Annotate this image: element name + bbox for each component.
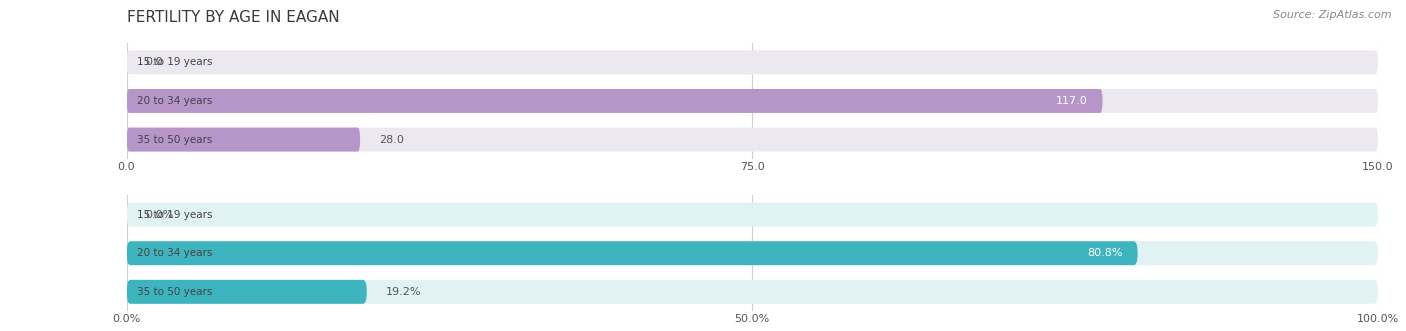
Text: 28.0: 28.0: [378, 135, 404, 145]
Text: Source: ZipAtlas.com: Source: ZipAtlas.com: [1274, 10, 1392, 20]
Text: 117.0: 117.0: [1056, 96, 1088, 106]
FancyBboxPatch shape: [127, 280, 367, 304]
FancyBboxPatch shape: [127, 89, 1102, 113]
Text: 20 to 34 years: 20 to 34 years: [136, 96, 212, 106]
Text: 35 to 50 years: 35 to 50 years: [136, 135, 212, 145]
Text: 15 to 19 years: 15 to 19 years: [136, 57, 212, 67]
FancyBboxPatch shape: [127, 241, 1137, 265]
FancyBboxPatch shape: [127, 50, 1378, 74]
FancyBboxPatch shape: [127, 128, 1378, 152]
FancyBboxPatch shape: [127, 241, 1378, 265]
Text: 35 to 50 years: 35 to 50 years: [136, 287, 212, 297]
Text: 20 to 34 years: 20 to 34 years: [136, 248, 212, 258]
Text: 0.0%: 0.0%: [145, 210, 173, 219]
Text: 15 to 19 years: 15 to 19 years: [136, 210, 212, 219]
FancyBboxPatch shape: [127, 280, 1378, 304]
Text: FERTILITY BY AGE IN EAGAN: FERTILITY BY AGE IN EAGAN: [127, 10, 339, 25]
FancyBboxPatch shape: [127, 203, 1378, 226]
FancyBboxPatch shape: [127, 128, 360, 152]
Text: 19.2%: 19.2%: [385, 287, 420, 297]
FancyBboxPatch shape: [127, 89, 1378, 113]
Text: 0.0: 0.0: [145, 57, 163, 67]
Text: 80.8%: 80.8%: [1087, 248, 1122, 258]
